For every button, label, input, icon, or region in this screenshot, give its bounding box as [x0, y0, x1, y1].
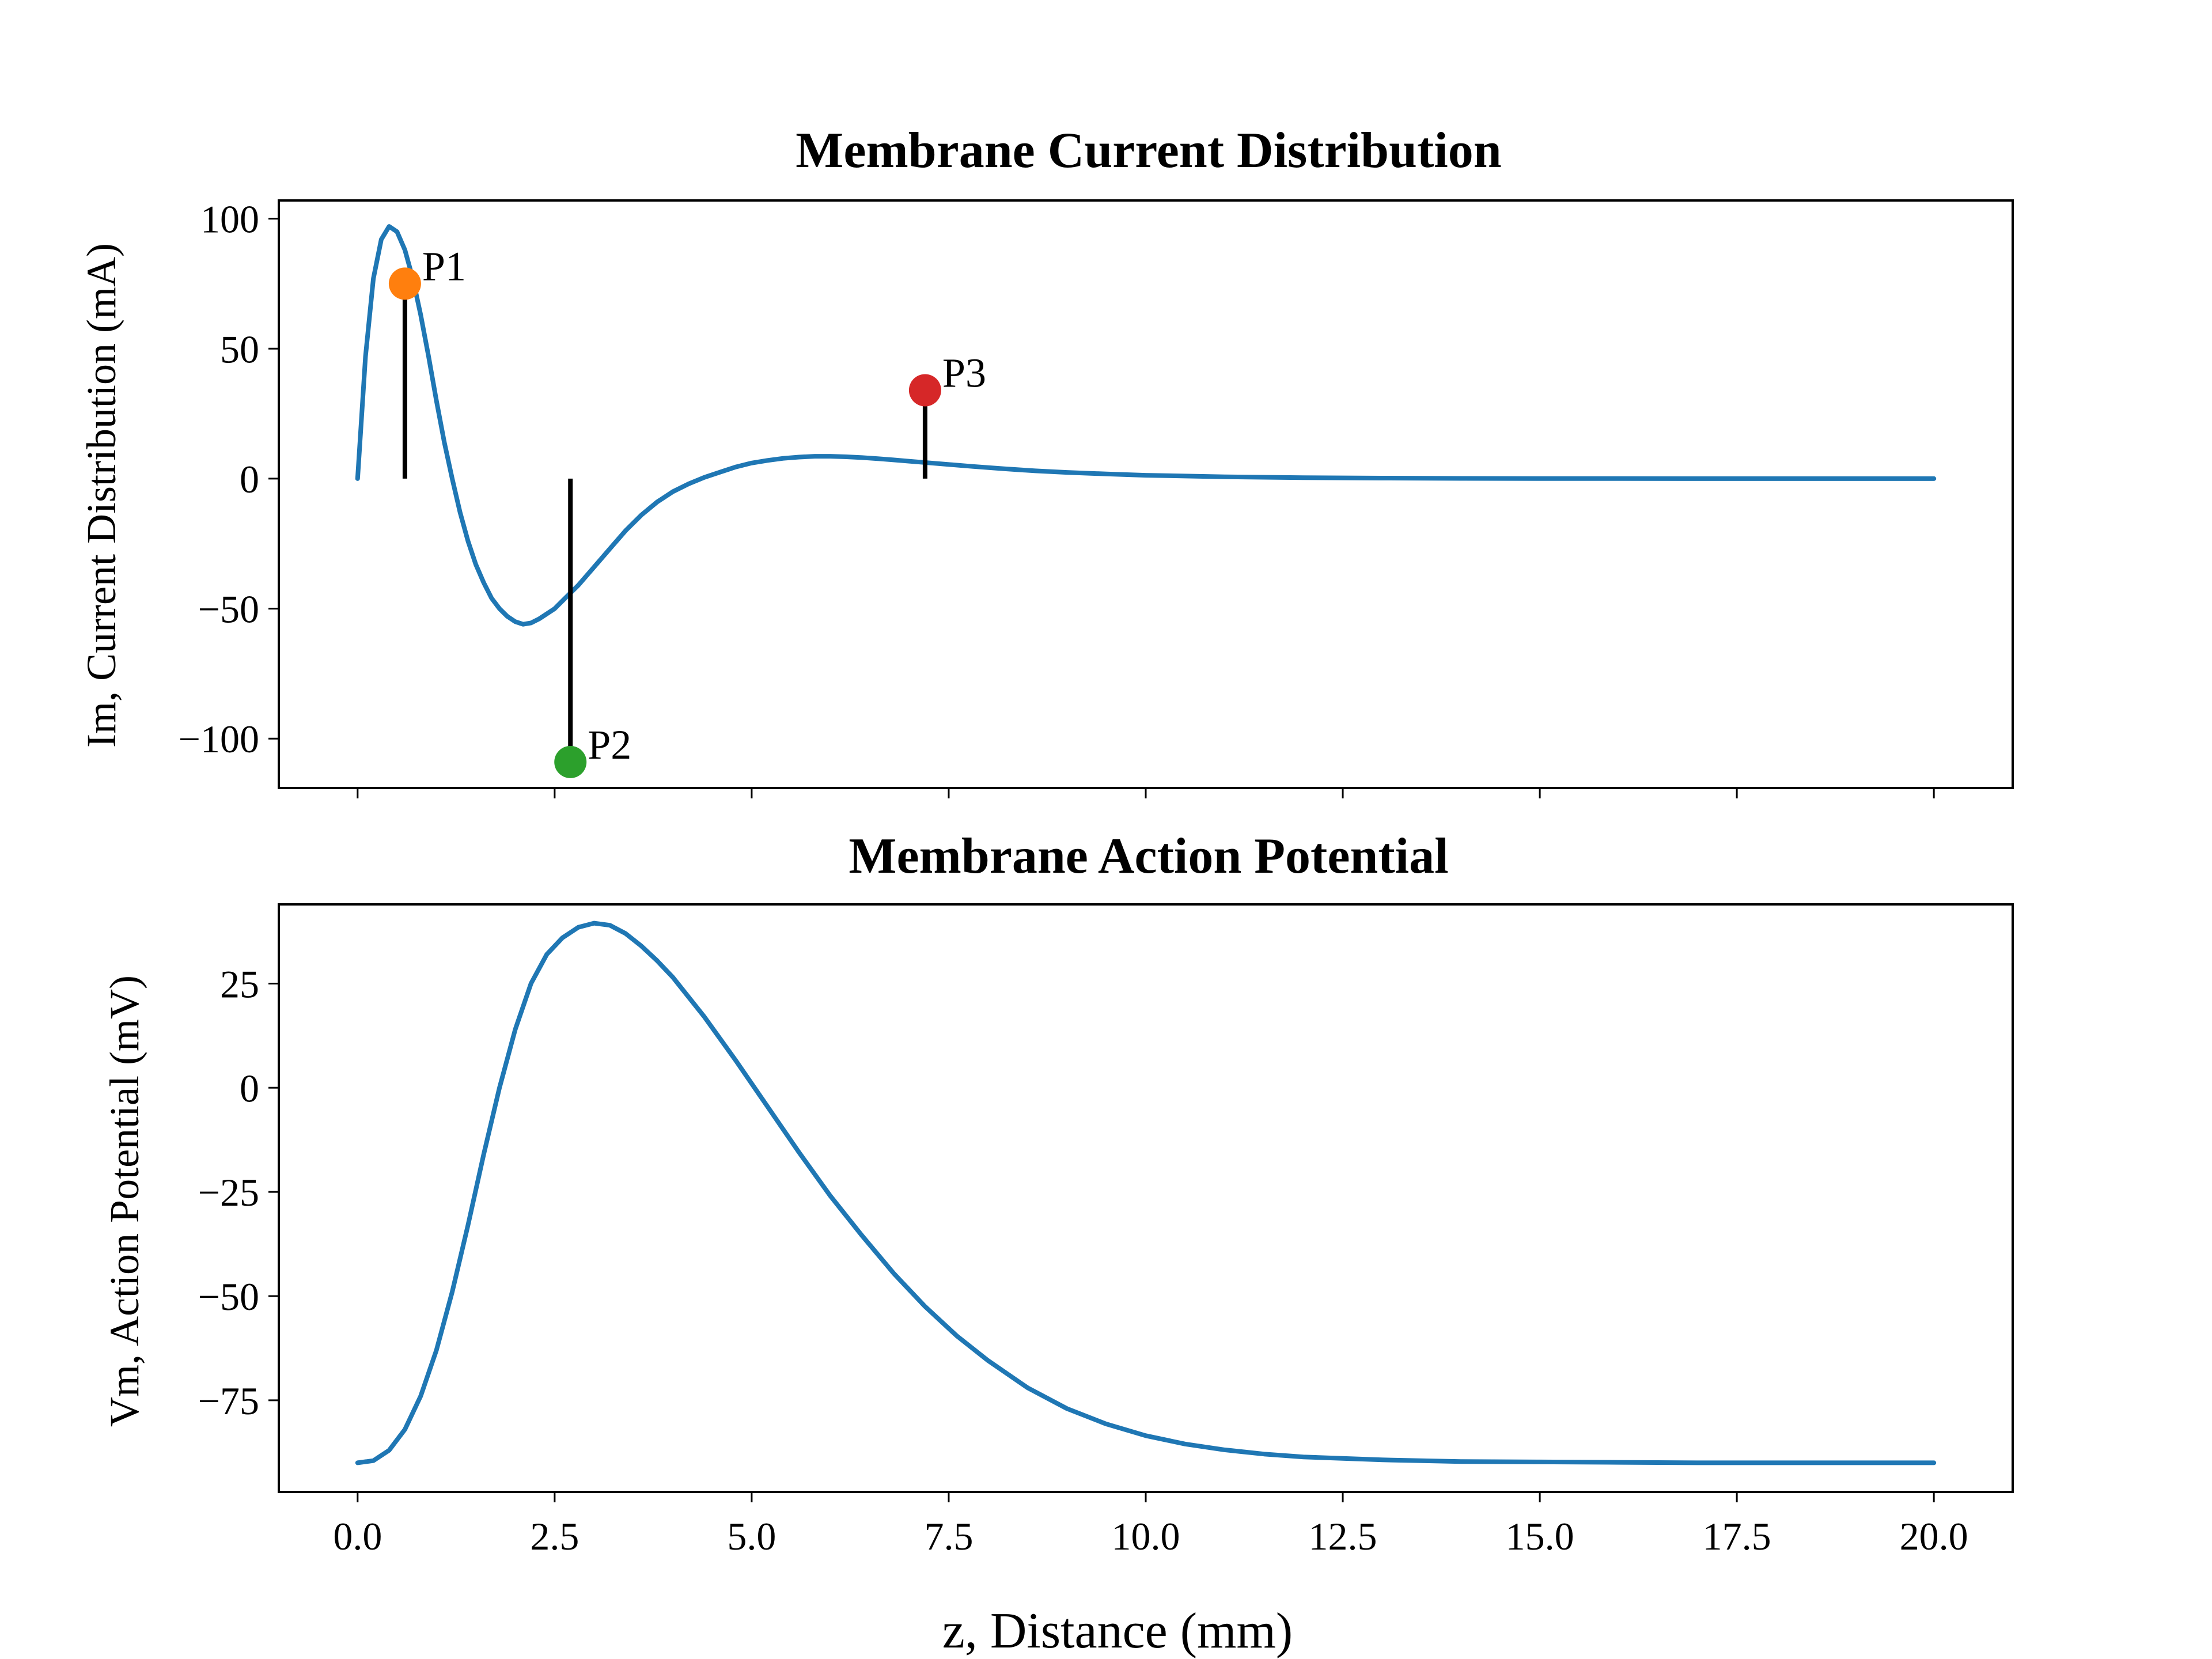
current-y-tick-label: 0 [240, 457, 259, 501]
potential-x-tick-label: 0.0 [333, 1514, 382, 1558]
potential-x-tick-label: 15.0 [1506, 1514, 1574, 1558]
current-plot-area: P1 P2 P3 [355, 224, 1937, 778]
potential-x-tick-label: 20.0 [1900, 1514, 1968, 1558]
current-y-tick-label: −50 [198, 588, 259, 631]
stem-label-p1: P1 [422, 243, 466, 289]
current-y-axis-label: Im, Current Distribution (mA) [78, 243, 124, 748]
current-chart-title: Membrane Current Distribution [796, 123, 1501, 179]
potential-y-axis-label: Vm, Action Potential (mV) [101, 975, 147, 1427]
potential-x-tick-label: 2.5 [530, 1514, 579, 1558]
current-y-tick-label: 50 [220, 327, 259, 371]
current-y-tick-label: 100 [200, 198, 259, 241]
potential-x-tick-label: 10.0 [1112, 1514, 1180, 1558]
stem-label-p3: P3 [942, 350, 986, 396]
potential-y-tick-label: −75 [198, 1379, 259, 1423]
potential-y-tick-label: −50 [198, 1275, 259, 1319]
potential-x-tick-label: 17.5 [1703, 1514, 1771, 1558]
stem-marker-p3 [908, 374, 941, 407]
current-axes-frame [278, 199, 2014, 789]
potential-x-tick-label: 12.5 [1309, 1514, 1377, 1558]
current-series-line [355, 224, 1937, 627]
current-y-tick-label: −100 [179, 717, 259, 761]
potential-y-tick-label: 25 [220, 962, 259, 1006]
potential-plot-area [355, 921, 1937, 1465]
potential-x-tick-label: 5.0 [727, 1514, 776, 1558]
potential-axes-frame [278, 903, 2014, 1493]
potential-y-tick-label: −25 [198, 1171, 259, 1214]
stem-marker-p1 [388, 267, 421, 300]
potential-panel: Membrane Action Potential Vm, Action Pot… [101, 828, 2014, 1659]
stem-marker-p2 [554, 745, 587, 778]
current-panel: Membrane Current Distribution Im, Curren… [78, 123, 2014, 798]
potential-chart-title: Membrane Action Potential [849, 828, 1448, 884]
potential-y-tick-label: 0 [240, 1066, 259, 1110]
current-ticks: 100 50 0 −50 −100 [179, 198, 1935, 798]
potential-x-tick-label: 7.5 [924, 1514, 973, 1558]
potential-ticks: 0.0 2.5 5.0 7.5 10.0 12.5 15.0 17.5 20.0 25 0 −25 −5… [198, 962, 1968, 1558]
distance-x-axis-label: z, Distance (mm) [942, 1603, 1293, 1659]
stem-label-p2: P2 [588, 722, 631, 768]
potential-series-line [355, 921, 1937, 1465]
